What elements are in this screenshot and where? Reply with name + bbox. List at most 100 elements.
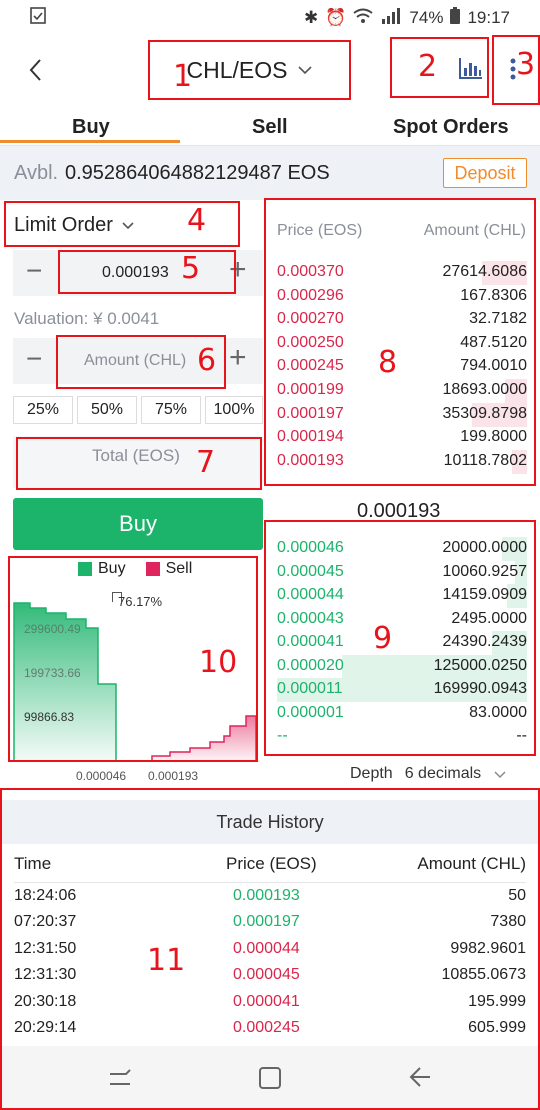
annotation-box-3 bbox=[492, 35, 540, 105]
price-decrement-button[interactable]: − bbox=[26, 255, 43, 286]
depth-bar bbox=[512, 449, 527, 474]
trade-time: 20:29:14 bbox=[14, 1019, 77, 1036]
price-input[interactable]: 0.000193 bbox=[102, 264, 169, 281]
bid-row[interactable]: 0.000045 10060.9257 bbox=[277, 560, 527, 585]
order-price: 0.000041 bbox=[277, 633, 344, 650]
price-increment-button[interactable]: + bbox=[229, 253, 247, 286]
bid-row[interactable]: -- -- bbox=[277, 725, 527, 749]
alarm-icon: ⏰ bbox=[325, 8, 347, 27]
percent-75-button[interactable]: 75% bbox=[141, 396, 201, 424]
ask-row[interactable]: 0.000296 167.8306 bbox=[277, 285, 527, 309]
bid-row[interactable]: 0.000041 24390.2439 bbox=[277, 631, 527, 655]
annotation-box-4 bbox=[4, 201, 240, 247]
back-nav-icon[interactable] bbox=[408, 1066, 432, 1093]
order-amount: 83.0000 bbox=[469, 703, 527, 721]
order-amount: 32.7182 bbox=[469, 310, 527, 328]
depth-bar bbox=[514, 560, 527, 585]
order-price: 0.000044 bbox=[277, 586, 344, 603]
depth-bar bbox=[492, 631, 527, 655]
ask-row[interactable]: 0.000194 199.8000 bbox=[277, 426, 527, 450]
trade-time: 07:20:37 bbox=[14, 913, 77, 931]
annotation-box-5 bbox=[58, 250, 236, 294]
legend-buy-label: Buy bbox=[98, 560, 126, 577]
trade-row: 20:30:18 0.000041 195.999 bbox=[14, 990, 526, 1016]
order-price: 0.000020 bbox=[277, 656, 344, 674]
depth-bar bbox=[342, 654, 527, 679]
trade-price: 0.000045 bbox=[233, 966, 300, 984]
notification-icon bbox=[30, 6, 46, 29]
amount-increment-button[interactable]: + bbox=[229, 341, 247, 374]
ask-row[interactable]: 0.000245 794.0010 bbox=[277, 355, 527, 379]
trade-row: 12:31:30 0.000045 10855.0673 bbox=[14, 963, 526, 989]
legend-sell-swatch bbox=[145, 562, 160, 576]
percent-25-button[interactable]: 25% bbox=[13, 396, 73, 424]
depth-chart: Buy Sell 76.17% 299600.49 199733.66 9986… bbox=[10, 556, 260, 786]
battery-icon bbox=[450, 7, 461, 29]
balance-label: Avbl. bbox=[14, 162, 59, 184]
ask-row[interactable]: 0.000250 487.5120 bbox=[277, 332, 527, 356]
ask-row[interactable]: 0.000197 35309.8798 bbox=[277, 402, 527, 427]
order-price: 0.000193 bbox=[277, 451, 344, 469]
order-price: 0.000194 bbox=[277, 428, 344, 446]
deposit-button[interactable]: Deposit bbox=[443, 158, 527, 188]
amount-decrement-button[interactable]: − bbox=[26, 343, 43, 374]
pair-selector[interactable]: CHL/EOS bbox=[150, 42, 350, 98]
chart-button[interactable] bbox=[458, 56, 486, 82]
tab-spot-orders[interactable]: Spot Orders bbox=[393, 116, 509, 138]
bid-row[interactable]: 0.000043 2495.0000 bbox=[277, 608, 527, 632]
clock: 19:17 bbox=[467, 8, 510, 27]
order-amount: 10118.7802 bbox=[443, 451, 527, 469]
bid-row[interactable]: 0.000011 169990.0943 bbox=[277, 678, 527, 702]
balance-value: 0.952864064882129487 EOS bbox=[65, 162, 330, 184]
price-stepper bbox=[13, 250, 263, 296]
order-price: 0.000250 bbox=[277, 333, 344, 351]
order-amount: 10060.9257 bbox=[442, 562, 527, 580]
depth-selector[interactable]: Depth 6 decimals bbox=[350, 765, 507, 783]
back-button[interactable] bbox=[26, 56, 50, 84]
annotation-box-6 bbox=[56, 335, 226, 389]
depth-ratio-value: 76.17% bbox=[118, 594, 163, 609]
th-amount-header: Amount (CHL) bbox=[417, 854, 526, 873]
bid-row[interactable]: 0.000044 14159.0909 bbox=[277, 584, 527, 608]
order-price: 0.000296 bbox=[277, 286, 344, 304]
percent-100-button[interactable]: 100% bbox=[205, 396, 263, 424]
chevron-down-icon bbox=[494, 770, 506, 778]
bid-row[interactable]: 0.000001 83.0000 bbox=[277, 702, 527, 726]
ask-row[interactable]: 0.000370 27614.6086 bbox=[277, 261, 527, 285]
annotation-label: 8 bbox=[378, 345, 398, 380]
amount-input[interactable]: Amount (CHL) bbox=[84, 352, 187, 369]
depth-bar bbox=[507, 584, 527, 608]
annotation-label: 9 bbox=[373, 621, 393, 656]
ask-row[interactable]: 0.000199 18693.0000 bbox=[277, 379, 527, 403]
bid-row[interactable]: 0.000046 20000.0000 bbox=[277, 537, 527, 561]
tab-buy[interactable]: Buy bbox=[72, 116, 110, 138]
chevron-down-icon bbox=[298, 66, 313, 75]
trade-amount: 50 bbox=[508, 887, 526, 904]
chevron-down-icon bbox=[122, 221, 134, 229]
annotation-label: 10 bbox=[199, 645, 238, 680]
depth-legend: Buy Sell bbox=[78, 560, 192, 578]
recent-apps-icon[interactable] bbox=[108, 1066, 132, 1093]
order-amount: -- bbox=[516, 727, 527, 744]
bid-row[interactable]: 0.000020 125000.0250 bbox=[277, 654, 527, 679]
buy-button[interactable]: Buy bbox=[13, 498, 263, 550]
more-menu-button[interactable] bbox=[508, 56, 522, 84]
total-field[interactable] bbox=[13, 436, 263, 488]
wifi-icon bbox=[353, 8, 374, 29]
order-price: 0.000370 bbox=[277, 263, 344, 280]
tab-sell[interactable]: Sell bbox=[252, 116, 288, 138]
trade-time: 12:31:30 bbox=[14, 966, 77, 984]
total-placeholder: Total (EOS) bbox=[92, 446, 180, 465]
order-price: 0.000245 bbox=[277, 357, 344, 375]
depth-bar bbox=[277, 678, 527, 702]
ask-row[interactable]: 0.000270 32.7182 bbox=[277, 308, 527, 332]
ask-row[interactable]: 0.000193 10118.7802 bbox=[277, 449, 527, 474]
order-type-selector[interactable]: Limit Order bbox=[14, 212, 234, 238]
percent-50-button[interactable]: 50% bbox=[77, 396, 137, 424]
battery-level: 74% bbox=[409, 8, 444, 27]
amount-stepper bbox=[13, 338, 263, 384]
annotation-label: 1 bbox=[173, 59, 193, 94]
annotation-label: 2 bbox=[418, 49, 438, 84]
decimals-value: 6 decimals bbox=[404, 765, 482, 782]
home-icon[interactable] bbox=[258, 1066, 282, 1095]
